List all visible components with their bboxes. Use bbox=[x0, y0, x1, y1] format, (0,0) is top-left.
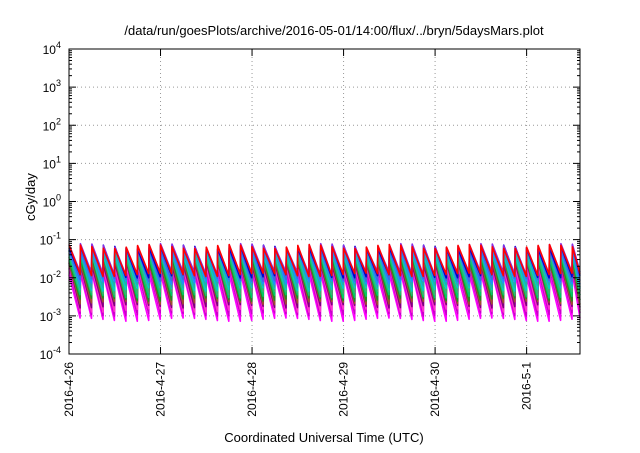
y-tick-label: 101 bbox=[43, 154, 61, 171]
x-axis-label: Coordinated Universal Time (UTC) bbox=[224, 430, 423, 445]
plot-frame bbox=[68, 48, 581, 355]
x-tick-label: 2016-4-30 bbox=[428, 362, 442, 417]
x-tick-label: 2016-4-26 bbox=[62, 362, 76, 417]
y-axis-label: cGy/day bbox=[23, 173, 38, 221]
y-tick-label: 10-1 bbox=[40, 231, 61, 248]
y-tick-label: 102 bbox=[43, 116, 61, 133]
y-tick-label: 103 bbox=[43, 78, 61, 95]
y-tick-label: 104 bbox=[43, 40, 61, 57]
series-line bbox=[68, 272, 581, 322]
x-tick-label: 2016-5-1 bbox=[520, 362, 534, 410]
axis-ticks: 10-4 10-3 10-2 10-1 100 101 102 103 104 2016-4-26… bbox=[40, 40, 580, 417]
x-tick-label: 2016-4-29 bbox=[337, 362, 351, 417]
grid bbox=[69, 49, 580, 354]
series-lines bbox=[68, 242, 581, 322]
x-tick-label: 2016-4-28 bbox=[245, 362, 259, 417]
y-tick-label: 10-3 bbox=[40, 307, 61, 324]
y-tick-label: 10-4 bbox=[40, 345, 61, 362]
series-line bbox=[68, 243, 581, 278]
x-tick-label: 2016-4-27 bbox=[154, 362, 168, 417]
chart-title: /data/run/goesPlots/archive/2016-05-01/1… bbox=[124, 23, 544, 38]
y-tick-label: 10-2 bbox=[40, 269, 61, 286]
y-tick-label: 100 bbox=[43, 193, 61, 210]
